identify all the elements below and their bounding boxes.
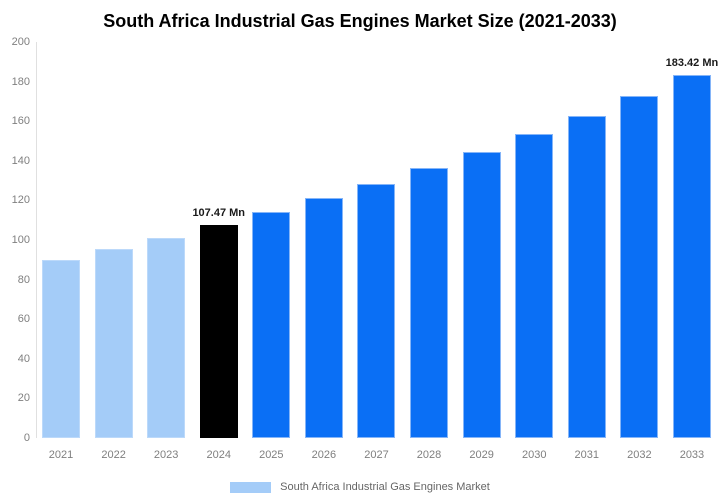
- bar-2029: [462, 151, 501, 438]
- legend-swatch: [230, 481, 272, 493]
- y-tick-label-100: 100: [11, 234, 30, 246]
- bar-column-2026: 2026: [304, 198, 343, 461]
- legend-label: South Africa Industrial Gas Engines Mark…: [280, 481, 490, 493]
- bar-2026: [304, 198, 343, 438]
- x-tick-label-2033: 2033: [679, 449, 705, 461]
- bar-column-2029: 2029: [462, 151, 501, 461]
- x-tick-label-2028: 2028: [416, 449, 442, 461]
- bar-column-2030: 2030: [515, 134, 554, 461]
- chart-title: South Africa Industrial Gas Engines Mark…: [103, 11, 617, 31]
- bar-value-label-2024: 107.47 Mn: [192, 207, 246, 220]
- y-tick-label-80: 80: [17, 273, 30, 286]
- x-tick-label-2022: 2022: [101, 449, 126, 461]
- bar-column-2033: 183.42 Mn 2033: [666, 57, 719, 461]
- bar-column-2023: 2023: [147, 237, 186, 461]
- bar-2025: [252, 212, 291, 438]
- x-tick-label-2030: 2030: [521, 449, 547, 461]
- y-tick-label-60: 60: [17, 313, 30, 326]
- bar-2027: [357, 183, 396, 438]
- y-tick-label-0: 0: [23, 432, 30, 444]
- bar-2031: [567, 115, 606, 438]
- y-tick-label-180: 180: [11, 75, 30, 88]
- bar-column-2024: 107.47 Mn 2024: [192, 207, 245, 461]
- y-tick-label-160: 160: [11, 115, 30, 128]
- bar-column-2025: 2025: [252, 212, 291, 461]
- x-tick-label-2032: 2032: [627, 449, 652, 461]
- bar-2032: [620, 96, 659, 438]
- x-tick-label-2031: 2031: [574, 449, 600, 461]
- bar-2030: [515, 134, 554, 438]
- y-tick-label-200: 200: [11, 36, 30, 48]
- bar-column-2022: 2022: [94, 249, 133, 461]
- y-tick-label-140: 140: [11, 154, 30, 167]
- bar-value-label-2033: 183.42 Mn: [665, 56, 719, 69]
- y-axis: 0 20 40 60 80 100 120 140 160 180 200: [0, 36, 30, 444]
- bars-container: 2021 2022 2023 107.47 Mn 2024 2025 2026 2027 202…: [37, 42, 719, 461]
- bar-column-2028: 2028: [410, 168, 449, 461]
- plot-area: 2021 2022 2023 107.47 Mn 2024 2025 2026 2027 202…: [36, 42, 719, 461]
- bar-column-2027: 2027: [357, 183, 396, 461]
- x-tick-label-2029: 2029: [469, 449, 494, 461]
- bar-2024: [199, 225, 238, 438]
- bar-2023: [147, 237, 186, 438]
- x-tick-label-2027: 2027: [364, 449, 389, 461]
- x-tick-label-2025: 2025: [259, 449, 284, 461]
- bar-2028: [410, 168, 449, 438]
- bar-2022: [94, 249, 133, 438]
- x-tick-label-2024: 2024: [206, 449, 231, 461]
- legend: South Africa Industrial Gas Engines Mark…: [0, 481, 720, 493]
- x-tick-label-2023: 2023: [153, 449, 179, 461]
- bar-2033: [672, 74, 711, 438]
- y-tick-label-20: 20: [17, 392, 30, 405]
- x-tick-label-2021: 2021: [48, 449, 74, 461]
- bar-column-2032: 2032: [620, 96, 659, 461]
- bar-column-2021: 2021: [42, 260, 80, 461]
- y-tick-label-40: 40: [17, 352, 30, 365]
- bar-2021: [42, 260, 80, 438]
- y-tick-label-120: 120: [11, 194, 30, 207]
- x-tick-label-2026: 2026: [311, 449, 337, 461]
- bar-column-2031: 2031: [567, 115, 606, 461]
